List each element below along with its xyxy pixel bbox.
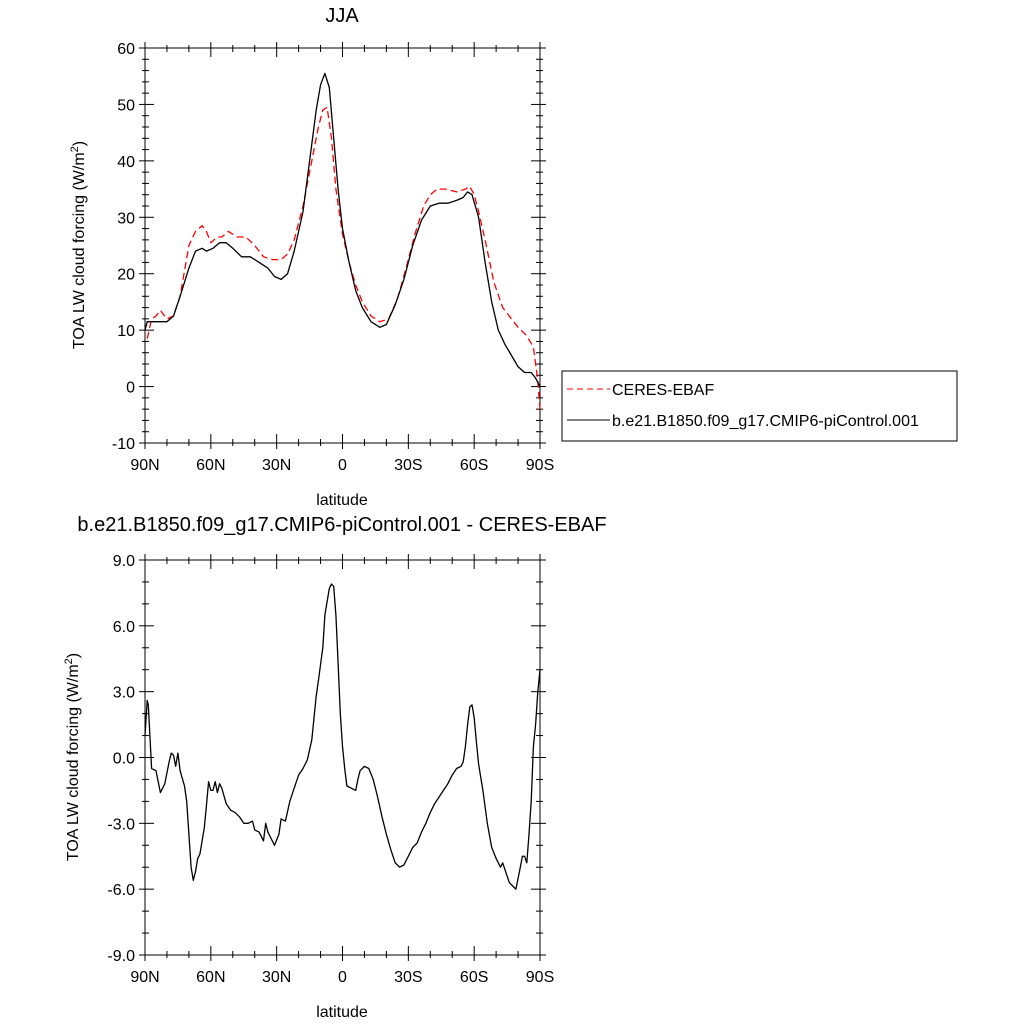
legend-label-ceres: CERES-EBAF [612, 382, 714, 399]
legend: CERES-EBAF b.e21.B1850.f09_g17.CMIP6-piC… [561, 370, 958, 442]
top-y-axis-label: TOA LW cloud forcing (W/m2) [69, 141, 88, 349]
top-x-tick-labels: 90N 60N 30N 0 30S 60S 90S [130, 457, 554, 474]
top-x-tick-label: 0 [338, 457, 347, 474]
top-y-tick-label: 60 [117, 41, 135, 58]
top-chart-title: JJA [325, 5, 359, 27]
legend-box [561, 370, 958, 442]
bottom-y-tick-labels: -9.0 -6.0 -3.0 0.0 3.0 6.0 9.0 [107, 553, 135, 965]
bottom-y-tick-label: 0.0 [113, 751, 135, 768]
bottom-y-axis-label-sup: 2 [63, 658, 75, 664]
top-tick-marks [139, 42, 546, 449]
bottom-x-tick-labels: 90N 60N 30N 0 30S 60S 90S [130, 969, 554, 986]
top-series-line-2 [144, 72, 541, 387]
bottom-x-tick-label: 60N [196, 969, 225, 986]
bottom-y-tick-label: -6.0 [107, 882, 135, 899]
bottom-y-axis-label-main: TOA LW cloud forcing (W/m [65, 664, 82, 861]
top-y-tick-label: 20 [117, 267, 135, 284]
bottom-x-tick-label: 0 [338, 969, 347, 986]
bottom-y-axis-label-tail: ) [65, 653, 82, 658]
bottom-x-axis-label: latitude [316, 1004, 368, 1021]
top-y-axis-label-sup: 2 [69, 146, 81, 152]
top-x-axis-label: latitude [316, 492, 368, 509]
bottom-y-axis-label: TOA LW cloud forcing (W/m2) [63, 653, 82, 861]
top-panel: JJA -10 0 10 20 30 40 50 60 90N 60N 30N 0 30S 60S 90S… [69, 5, 958, 509]
bottom-y-tick-label: -3.0 [107, 816, 135, 833]
top-series-line-1 [146, 106, 541, 410]
top-y-tick-label: 50 [117, 97, 135, 114]
top-x-tick-label: 30S [394, 457, 422, 474]
top-x-tick-label: 60N [196, 457, 225, 474]
bottom-y-tick-label: 6.0 [113, 619, 135, 636]
top-plot-frame [144, 47, 541, 444]
top-y-tick-label: 30 [117, 210, 135, 227]
top-x-tick-label: 30N [262, 457, 291, 474]
bottom-y-tick-label: 3.0 [113, 685, 135, 702]
bottom-chart-title: b.e21.B1850.f09_g17.CMIP6-piControl.001 … [77, 514, 606, 536]
top-x-tick-label: 90S [526, 457, 554, 474]
top-y-tick-label: 0 [126, 380, 135, 397]
legend-label-model: b.e21.B1850.f09_g17.CMIP6-piControl.001 [612, 413, 919, 430]
bottom-x-tick-label: 60S [460, 969, 488, 986]
top-y-axis-label-tail: ) [71, 141, 88, 146]
bottom-tick-marks [139, 554, 546, 961]
bottom-panel: b.e21.B1850.f09_g17.CMIP6-piControl.001 … [63, 514, 607, 1021]
top-x-tick-label: 90N [130, 457, 159, 474]
top-series-lines [144, 72, 541, 410]
bottom-plot-frame [144, 559, 541, 956]
top-y-tick-label: -10 [112, 436, 135, 453]
top-x-tick-label: 60S [460, 457, 488, 474]
bottom-x-tick-label: 90N [130, 969, 159, 986]
bottom-x-tick-label: 30S [394, 969, 422, 986]
top-y-tick-label: 10 [117, 323, 135, 340]
bottom-x-tick-label: 30N [262, 969, 291, 986]
bottom-x-tick-label: 90S [526, 969, 554, 986]
bottom-series-lines [144, 583, 541, 890]
top-y-axis-label-main: TOA LW cloud forcing (W/m [71, 152, 88, 349]
top-y-tick-labels: -10 0 10 20 30 40 50 60 [112, 41, 135, 453]
bottom-series-line-1 [144, 583, 541, 890]
top-y-tick-label: 40 [117, 154, 135, 171]
bottom-y-tick-label: -9.0 [107, 948, 135, 965]
bottom-y-tick-label: 9.0 [113, 553, 135, 570]
